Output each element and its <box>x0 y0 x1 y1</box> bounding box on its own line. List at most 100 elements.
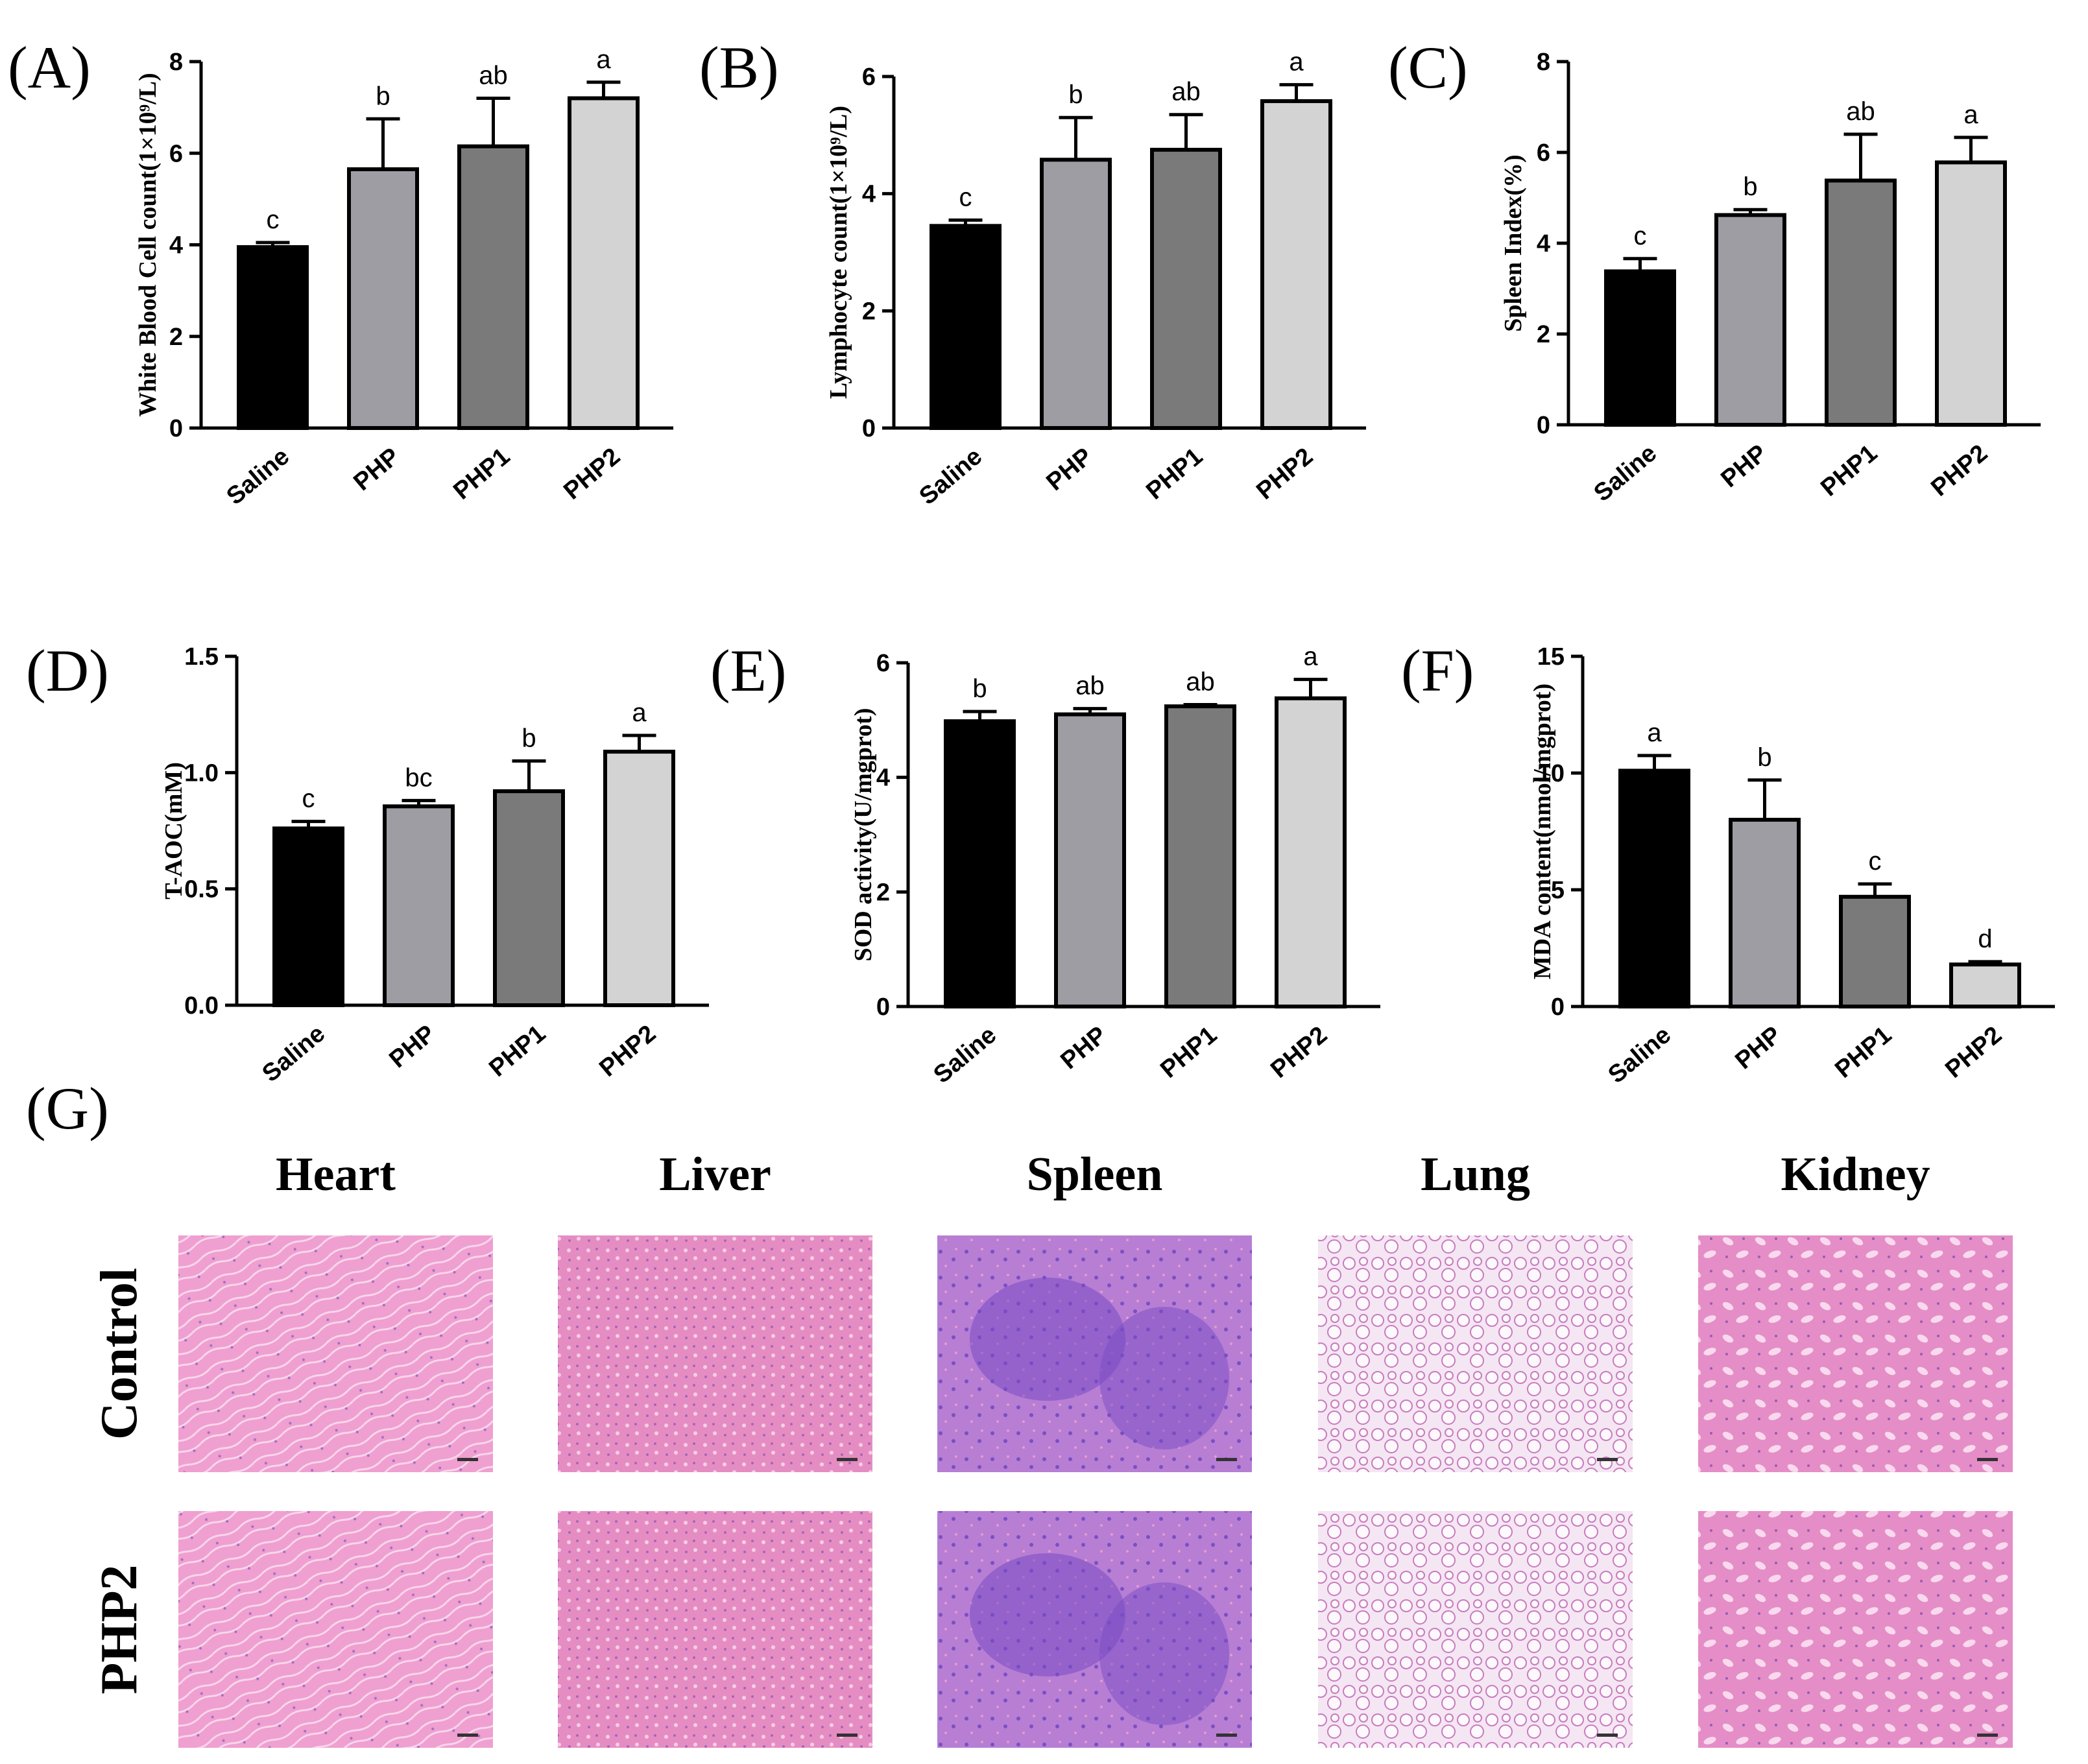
significance-label: c <box>267 206 280 234</box>
significance-label: c <box>302 785 315 813</box>
significance-label: a <box>1963 101 1978 129</box>
significance-label: b <box>1743 173 1757 201</box>
scale-bar <box>457 1734 478 1737</box>
x-tick-label: PHP <box>1041 443 1098 496</box>
column-header: Lung <box>1421 1148 1530 1201</box>
x-tick-label: Saline <box>929 1021 1002 1089</box>
x-tick-label: PHP2 <box>1940 1021 2007 1084</box>
x-tick-label: Saline <box>222 443 295 510</box>
significance-label: ab <box>1846 97 1875 126</box>
bar <box>1949 962 2021 1008</box>
y-tick-label: 6 <box>169 140 183 167</box>
y-tick-label: 15 <box>1537 643 1565 671</box>
lymphoid-follicle <box>1099 1307 1229 1449</box>
x-tick-label: PHP2 <box>1266 1021 1332 1084</box>
bar <box>237 245 309 430</box>
significance-label: c <box>1869 847 1882 876</box>
panel-label: (G) <box>26 1075 109 1141</box>
significance-label: b <box>972 674 987 703</box>
significance-label: ab <box>479 62 508 90</box>
histology-image <box>1698 1511 2013 1748</box>
histology-panel: (G) Heart Liver Spleen Lung Kidney Control PHP2 <box>26 1075 2013 1748</box>
bar <box>568 96 640 430</box>
x-tick-label: PHP <box>1716 440 1772 493</box>
histology-image <box>558 1511 872 1748</box>
x-tick-label: PHP1 <box>1155 1021 1222 1084</box>
x-tick-label: PHP1 <box>448 443 515 505</box>
chart-panel: (D) 0.0 0.5 1.0 1.5 T-AOC(mM) c Saline bc PHP b PHP… <box>26 638 709 1088</box>
column-header: Liver <box>659 1148 771 1201</box>
y-tick-label: 0 <box>169 415 183 442</box>
y-axis-label: White Blood Cell count(1×10⁹/L) <box>134 73 162 416</box>
panel-label: (E) <box>710 638 786 704</box>
row-header: PHP2 <box>91 1565 148 1695</box>
lymphoid-follicle <box>1099 1582 1229 1725</box>
panel-label: (F) <box>1401 638 1474 704</box>
significance-label: a <box>1647 719 1662 747</box>
bar <box>1054 712 1126 1008</box>
bar <box>1040 158 1112 430</box>
x-tick-label: PHP1 <box>1830 1021 1897 1084</box>
x-tick-label: Saline <box>915 443 988 510</box>
significance-label: c <box>1634 222 1647 250</box>
bar <box>1275 696 1347 1009</box>
panel-label: (B) <box>699 34 779 101</box>
y-tick-label: 4 <box>862 181 876 208</box>
lymphoid-follicle <box>970 1553 1125 1676</box>
bar <box>493 789 565 1007</box>
histology-image <box>178 1235 493 1472</box>
bar <box>272 826 344 1007</box>
x-tick-label: Saline <box>258 1020 331 1088</box>
histology-image <box>1318 1511 1633 1748</box>
x-tick-label: PHP <box>1730 1021 1786 1075</box>
scale-bar <box>1977 1458 1998 1461</box>
x-tick-label: Saline <box>1603 1021 1677 1089</box>
chart-panel: (C) 0 2 4 6 8 Spleen Index(%) c Saline b PHP ab PHP1… <box>1388 34 2041 507</box>
x-tick-label: Saline <box>1589 440 1662 507</box>
chart-panel: (A) 0 2 4 6 8 White Blood Cell count(1×10⁹/L) c… <box>8 34 673 510</box>
significance-label: ab <box>1075 672 1105 700</box>
bar <box>1604 269 1676 427</box>
column-header: Spleen <box>1027 1148 1163 1201</box>
y-tick-label: 1.0 <box>184 759 219 787</box>
y-tick-label: 1.5 <box>184 643 219 671</box>
significance-label: b <box>522 724 536 752</box>
bar <box>1164 704 1236 1008</box>
bar <box>1260 99 1332 430</box>
y-axis-label: MDA content(nmol/mgprot) <box>1529 684 1556 979</box>
bar <box>944 719 1016 1008</box>
y-tick-label: 6 <box>862 64 876 91</box>
bar <box>603 750 675 1007</box>
bar <box>930 224 1002 430</box>
bar <box>1729 818 1801 1008</box>
y-axis-label: Lymphocyte count(1×10⁹/L) <box>825 106 852 399</box>
significance-label: a <box>596 45 611 74</box>
y-tick-label: 0 <box>1551 994 1565 1021</box>
bar <box>457 144 529 430</box>
lymphoid-follicle <box>970 1278 1125 1401</box>
significance-label: b <box>1068 80 1083 109</box>
y-axis-label: T-AOC(mM) <box>160 762 187 900</box>
x-tick-label: PHP1 <box>1816 440 1882 502</box>
scale-bar <box>837 1734 858 1737</box>
x-tick-label: PHP1 <box>1141 443 1208 505</box>
significance-label: b <box>376 82 390 110</box>
bar <box>1935 160 2007 427</box>
scale-bar <box>1597 1734 1618 1737</box>
significance-label: ab <box>1171 78 1201 106</box>
y-tick-label: 10 <box>1537 760 1565 787</box>
row-header: Control <box>91 1268 148 1440</box>
x-tick-label: PHP1 <box>484 1020 551 1082</box>
y-axis-label: SOD activity(U/mgprot) <box>850 708 877 962</box>
column-header: Heart <box>276 1148 396 1201</box>
y-tick-label: 6 <box>876 650 890 677</box>
scale-bar <box>1216 1458 1237 1461</box>
significance-label: a <box>1303 643 1318 671</box>
x-tick-label: PHP2 <box>594 1020 661 1082</box>
chart-panel: (E) 0 2 4 6 SOD activity(U/mgprot) b Saline ab PH… <box>710 638 1380 1089</box>
scale-bar <box>457 1458 478 1461</box>
y-tick-label: 8 <box>1537 49 1550 76</box>
bar <box>1839 894 1911 1009</box>
y-tick-label: 2 <box>876 879 890 906</box>
